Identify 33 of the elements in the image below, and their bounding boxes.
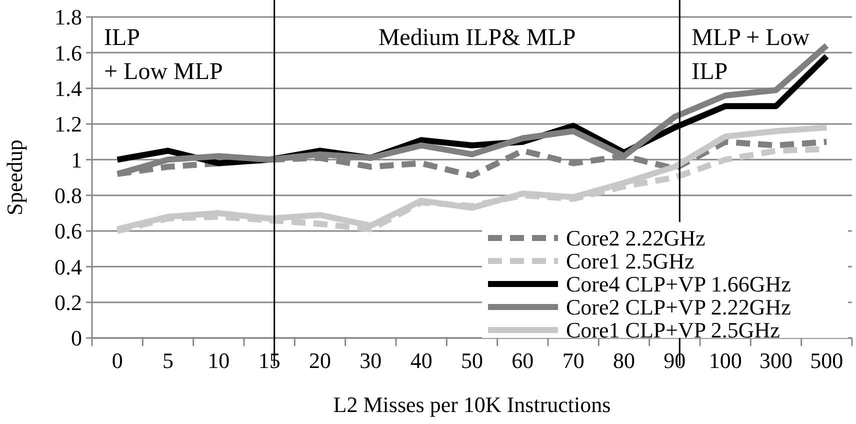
y-tick-label: 1.4	[54, 76, 82, 102]
y-tick-label: 1	[71, 147, 82, 172]
x-tick-label: 0	[112, 348, 123, 373]
x-tick-label: 5	[162, 348, 174, 373]
x-tick-label: 60	[512, 348, 534, 373]
x-tick-label: 70	[562, 348, 584, 373]
y-tick-label: 0.4	[54, 254, 82, 280]
annotation: Medium ILP& MLP	[378, 25, 576, 51]
y-tick-label: 0.2	[54, 290, 82, 316]
y-tick-label: 1.2	[54, 112, 82, 137]
x-tick-label: 100	[708, 348, 742, 373]
x-axis-title: L2 Misses per 10K Instructions	[333, 392, 611, 417]
x-tick-label: 300	[760, 348, 792, 373]
legend-label: Core1 CLP+VP 2.5GHz	[566, 318, 780, 343]
legend-label: Core2 2.22GHz	[566, 226, 706, 251]
x-tick-label: 10	[208, 348, 230, 373]
y-tick-label: 0	[71, 326, 82, 351]
legend-label: Core1 2.5GHz	[566, 248, 695, 274]
x-tick-label: 50	[461, 348, 483, 373]
x-tick-label: 20	[309, 348, 331, 373]
annotation: ILP + Low MLP	[104, 25, 223, 85]
y-tick-label: 1.6	[54, 40, 82, 66]
y-axis-title: Speedup	[2, 140, 27, 216]
x-tick-label: 500	[810, 348, 844, 373]
annotation: MLP + Low ILP	[692, 25, 810, 85]
x-tick-label: 80	[613, 348, 635, 373]
y-tick-label: 1.8	[54, 4, 82, 30]
x-tick-label: 40	[410, 348, 432, 373]
legend-label: Core4 CLP+VP 1.66GHz	[566, 272, 792, 297]
x-tick-label: 30	[360, 348, 382, 373]
y-tick-label: 0.6	[54, 218, 82, 244]
y-tick-label: 0.8	[54, 183, 82, 208]
legend-label: Core2 CLP+VP 2.22GHz	[566, 294, 792, 320]
